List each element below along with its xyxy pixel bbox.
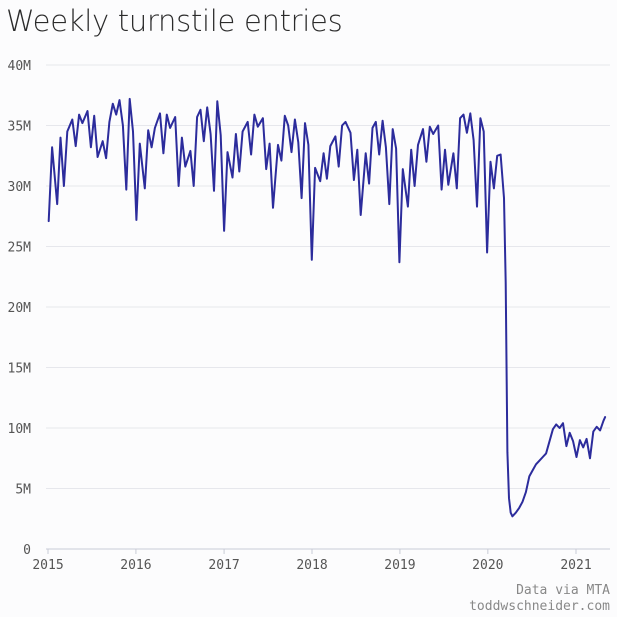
x-tick-label: 2021 <box>560 558 591 573</box>
y-tick-label: 15M <box>8 362 32 377</box>
y-tick-label: 30M <box>8 180 32 195</box>
y-axis: 0 5M 10M 15M 20M 25M 30M 35M 40M <box>8 59 32 558</box>
chart-title: Weekly turnstile entries <box>6 4 343 38</box>
y-tick-label: 25M <box>8 241 32 256</box>
credit-author: toddwschneider.com <box>469 599 610 614</box>
x-tick-label: 2017 <box>208 558 239 573</box>
series-lines <box>47 97 607 518</box>
credit-source: Data via MTA <box>516 583 610 598</box>
x-tick-label: 2019 <box>384 558 415 573</box>
y-tick-label: 35M <box>8 120 32 135</box>
x-tick-label: 2015 <box>32 558 63 573</box>
gridlines <box>46 64 610 550</box>
x-tick-label: 2016 <box>120 558 151 573</box>
y-tick-label: 20M <box>8 301 32 316</box>
y-tick-label: 0 <box>23 543 31 558</box>
y-tick-label: 10M <box>8 422 32 437</box>
x-axis: 2015 2016 2017 2018 2019 2020 2021 <box>32 549 592 573</box>
x-tick-label: 2018 <box>296 558 327 573</box>
series-line <box>47 97 607 518</box>
y-tick-label: 5M <box>15 483 31 498</box>
y-tick-label: 40M <box>8 59 32 74</box>
x-tick-label: 2020 <box>472 558 503 573</box>
